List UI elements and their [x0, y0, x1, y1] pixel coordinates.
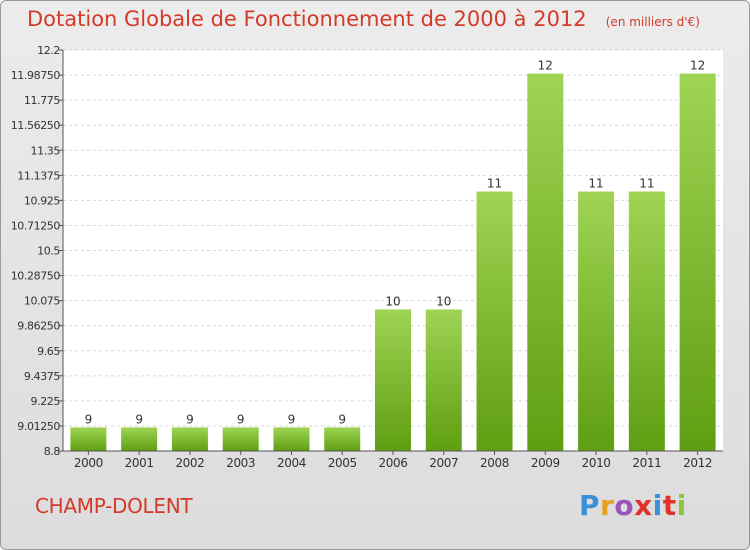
- y-tick-label: 10.925: [24, 194, 60, 207]
- data-label: 11: [487, 177, 502, 191]
- x-tick-label: 2011: [632, 456, 661, 470]
- y-tick-label: 10.5: [37, 245, 60, 258]
- x-tick-label: 2006: [379, 456, 408, 470]
- logo-letter: o: [614, 489, 635, 522]
- data-label: 10: [436, 294, 451, 308]
- y-tick-label: 9.01250: [17, 420, 60, 433]
- x-tick-label: 2000: [74, 456, 103, 470]
- x-tick-label: 2009: [531, 456, 560, 470]
- data-label: 12: [690, 59, 705, 73]
- y-tick-label: 10.71250: [11, 219, 61, 232]
- x-tick-label: 2008: [480, 456, 509, 470]
- proxiti-logo: Proxiti: [579, 489, 687, 522]
- y-tick-label: 9.225: [31, 395, 61, 408]
- bar: [679, 73, 716, 452]
- bar: [476, 191, 513, 451]
- bar: [222, 427, 259, 451]
- x-tick-label: 2010: [582, 456, 611, 470]
- bar: [425, 309, 462, 451]
- x-tick-label: 2005: [328, 456, 357, 470]
- bar: [171, 427, 208, 451]
- logo-letter: i: [652, 489, 663, 522]
- bar: [375, 309, 411, 451]
- bar: [527, 73, 564, 452]
- x-tick-label: 2002: [175, 456, 204, 470]
- logo-letter: t: [662, 489, 677, 522]
- x-tick-label: 2004: [277, 456, 306, 470]
- y-tick-label: 9.65: [37, 345, 60, 358]
- y-tick-label: 11.1375: [17, 169, 60, 182]
- logo-letter: r: [600, 489, 615, 522]
- data-label: 9: [338, 412, 346, 426]
- x-tick-label: 2001: [125, 456, 154, 470]
- y-tick-label: 9.4375: [24, 370, 60, 383]
- x-tick-label: 2012: [683, 456, 712, 470]
- y-tick-label: 10.28750: [11, 270, 61, 283]
- logo-letter: P: [579, 489, 601, 522]
- bar: [628, 191, 665, 451]
- bar: [578, 191, 615, 451]
- y-tick-label: 12.2: [37, 44, 60, 57]
- y-tick-label: 11.35: [31, 144, 61, 157]
- data-label: 10: [385, 294, 400, 308]
- chart-header: Dotation Globale de Fonctionnement de 20…: [27, 7, 700, 31]
- data-label: 9: [288, 412, 296, 426]
- data-label: 9: [237, 412, 245, 426]
- y-tick-label: 8.8: [44, 445, 61, 458]
- bar: [324, 427, 361, 451]
- x-tick-label: 2003: [226, 456, 255, 470]
- logo-letter: x: [634, 489, 653, 522]
- bar: [273, 427, 310, 451]
- chart-subtitle: (en milliers d'€): [605, 15, 700, 29]
- x-tick-label: 2007: [429, 456, 458, 470]
- bar: [121, 427, 158, 451]
- y-tick-label: 11.56250: [11, 119, 61, 132]
- bar: [70, 427, 107, 451]
- y-tick-label: 9.86250: [17, 320, 60, 333]
- commune-name: CHAMP-DOLENT: [35, 494, 193, 518]
- y-tick-label: 11.98750: [11, 69, 61, 82]
- data-label: 11: [588, 177, 603, 191]
- data-label: 11: [639, 177, 654, 191]
- data-label: 9: [186, 412, 194, 426]
- data-label: 9: [85, 412, 93, 426]
- y-tick-label: 10.075: [24, 295, 60, 308]
- y-tick-label: 11.775: [24, 94, 60, 107]
- chart-title: Dotation Globale de Fonctionnement de 20…: [27, 7, 587, 31]
- data-label: 9: [135, 412, 143, 426]
- data-label: 12: [538, 59, 553, 73]
- logo-letter: i: [676, 489, 687, 522]
